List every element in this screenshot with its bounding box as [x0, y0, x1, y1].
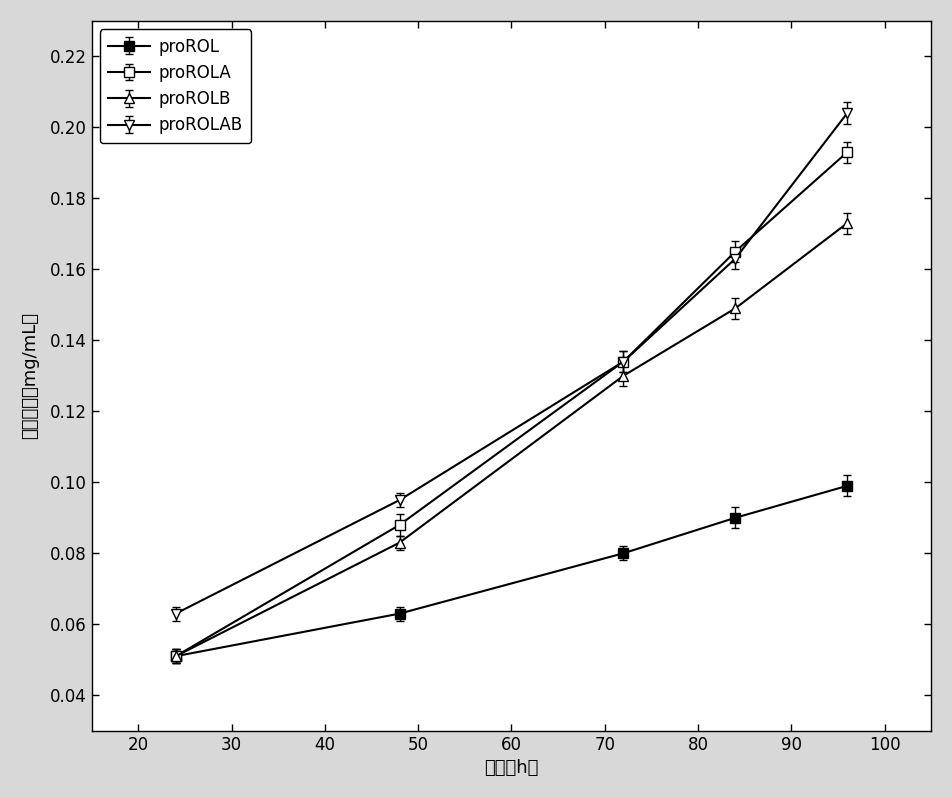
- Y-axis label: 蛋白浓度（mg/mL）: 蛋白浓度（mg/mL）: [21, 312, 39, 439]
- Legend: proROL, proROLA, proROLB, proROLAB: proROL, proROLA, proROLB, proROLAB: [100, 30, 251, 143]
- X-axis label: 时间（h）: 时间（h）: [485, 759, 539, 777]
